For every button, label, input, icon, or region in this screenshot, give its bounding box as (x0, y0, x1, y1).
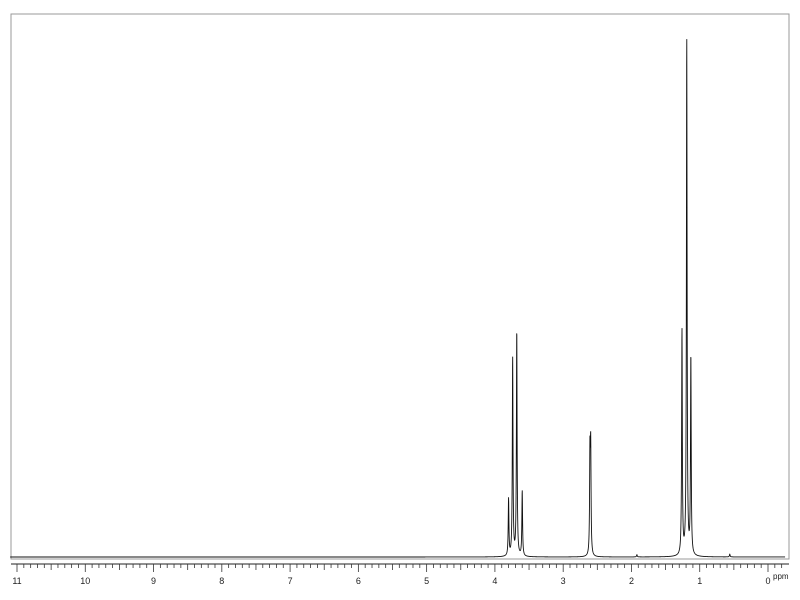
x-tick-label: 8 (219, 576, 224, 586)
x-tick-label: 11 (12, 576, 21, 586)
x-tick-label: 10 (80, 576, 90, 586)
x-tick-label: 7 (288, 576, 293, 586)
x-axis-unit-label: ppm (773, 572, 789, 581)
x-tick-label: 2 (629, 576, 634, 586)
x-tick-label: 9 (151, 576, 156, 586)
x-tick-label: 6 (356, 576, 361, 586)
x-axis-tick-labels: 11 10 9 8 7 6 5 4 3 2 1 0 (12, 576, 770, 586)
x-axis-ticks (16, 564, 783, 572)
x-tick-label: 0 (765, 576, 770, 586)
x-tick-label: 4 (492, 576, 497, 586)
plot-border (10, 13, 790, 560)
spectrum-trace (10, 39, 786, 558)
x-tick-label: 3 (561, 576, 566, 586)
x-tick-label: 1 (697, 576, 702, 586)
x-tick-label: 5 (424, 576, 429, 586)
